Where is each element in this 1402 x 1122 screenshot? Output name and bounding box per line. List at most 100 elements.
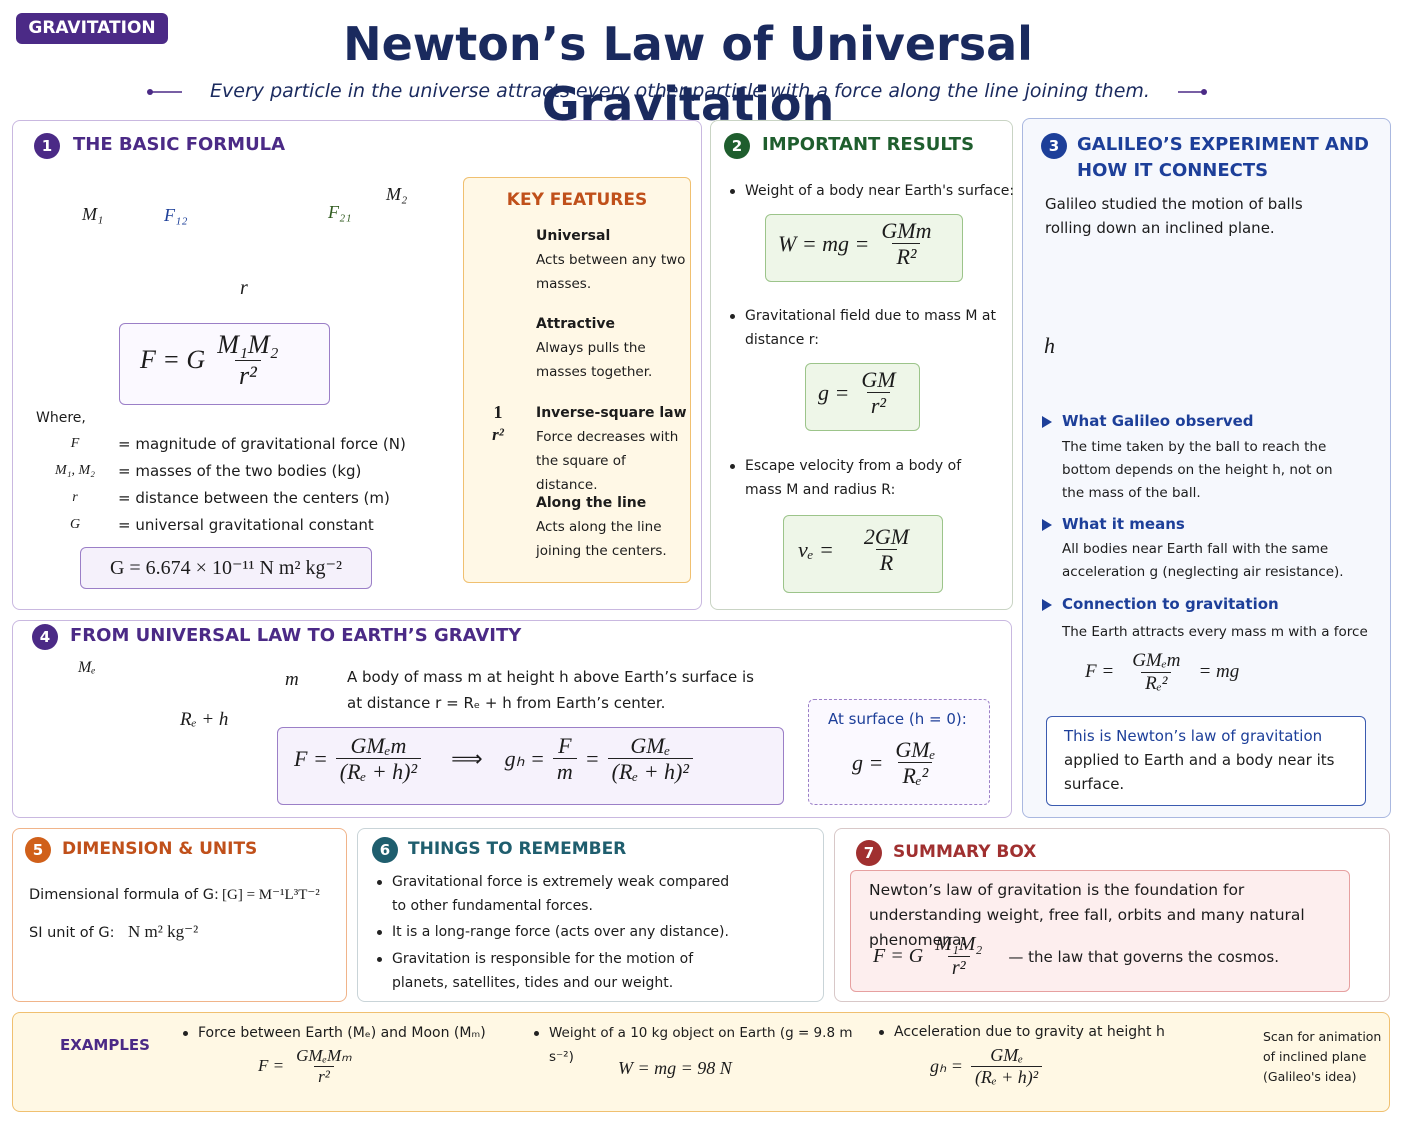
def-text: = magnitude of gravitational force (N)	[118, 435, 406, 453]
key-features-title: KEY FEATURES	[506, 190, 648, 210]
section-number: 4	[32, 624, 58, 650]
def-text: = masses of the two bodies (kg)	[118, 462, 362, 480]
section-number: 6	[372, 837, 398, 863]
units-label: Dimensional formula of G:	[29, 887, 219, 903]
feature-text: Acts along the line joining the centers.	[536, 519, 667, 559]
note: applied to Earth and a body near its sur…	[1064, 751, 1335, 793]
section-title: DIMENSION & UNITS	[62, 839, 258, 859]
where: Where,	[36, 410, 86, 426]
lhs2: gₕ =	[504, 745, 545, 771]
result-formula: vₑ = 2GM R	[798, 524, 921, 576]
label-r: r	[240, 277, 248, 299]
result-formula: g = GM r²	[818, 367, 908, 419]
remember-item: Gravitational force is extremely weak co…	[374, 870, 732, 918]
def-text: = universal gravitational constant	[118, 516, 374, 534]
note-box	[1046, 716, 1366, 806]
tag-badge	[16, 13, 168, 44]
section-number: 2	[724, 133, 750, 159]
section-title: THINGS TO REMEMBER	[408, 839, 627, 859]
section-title: GALILEO’S EXPERIMENT AND HOW IT CONNECTS	[1077, 134, 1369, 181]
feature-title: Along the line	[536, 495, 647, 511]
label-me-center: Mₑ	[78, 711, 96, 728]
den: r²	[866, 392, 891, 418]
galileo-formula: F = GMₑm Rₑ² = mg	[1085, 650, 1239, 695]
def-symbol: M₁, M₂	[54, 463, 96, 478]
section-title: IMPORTANT RESULTS	[762, 134, 975, 155]
feature-title: Attractive	[536, 316, 615, 332]
den3: (Rₑ + h)²	[607, 758, 693, 784]
result-text: Gravitational field due to mass M at dis…	[727, 304, 1015, 352]
title: Newton’s Law of Universal Gravitation	[343, 17, 1033, 131]
element	[147, 89, 153, 95]
lhs: g =	[818, 379, 850, 405]
surface-box	[808, 699, 990, 805]
rhs: = mg	[1198, 661, 1240, 683]
formula: F = G M₁M₂ r²	[140, 330, 291, 391]
example-formula: gₕ = GMₑ (Rₑ + h)²	[930, 1045, 1050, 1087]
section-title: THE BASIC FORMULA	[73, 134, 286, 155]
example-formula: W = mg = 98 N	[618, 1058, 732, 1078]
summary-text: Newton’s law of gravitation is the found…	[869, 881, 1305, 949]
summary-formula: F = G M₁M₂ r² — the law that governs the co…	[873, 933, 1279, 980]
section-number: 7	[856, 840, 882, 866]
den2: m	[552, 758, 577, 784]
formula-num: M₁M₂	[217, 330, 279, 359]
example-text: Weight of a 10 kg object on Earth (g = 9…	[531, 1021, 879, 1069]
point-text: All bodies near Earth fall with the same…	[1062, 541, 1344, 580]
element: 2GM R	[860, 524, 913, 576]
rhs: — the law that governs the cosmos.	[1008, 947, 1279, 966]
section-number: 5	[25, 837, 51, 863]
point-text: The Earth attracts every mass m with a f…	[1062, 624, 1368, 640]
den: r²	[947, 956, 970, 980]
feature-title: Universal	[536, 228, 611, 244]
element: GMₑm (Rₑ + h)²	[335, 733, 422, 785]
den: (Rₑ + h)²	[970, 1065, 1043, 1088]
def-symbol: F	[70, 436, 80, 451]
panel-examples	[12, 1012, 1390, 1112]
equals: =	[584, 745, 600, 771]
num: GMₑm	[350, 733, 407, 758]
element: GMₑ (Rₑ + h)²	[970, 1045, 1043, 1088]
panel-remember	[357, 828, 824, 1002]
element: GMₑm Rₑ²	[1128, 650, 1184, 695]
panel-units	[12, 828, 347, 1002]
surface-formula: g = GMₑ Rₑ²	[852, 737, 947, 789]
subtitle: Every particle in the universe attracts …	[210, 80, 1150, 102]
num: 2GM	[863, 524, 910, 549]
den: R	[875, 549, 898, 575]
examples-title: EXAMPLES	[60, 1036, 150, 1054]
result-text: Weight of a body near Earth's surface:	[727, 179, 1025, 203]
element	[1201, 89, 1207, 95]
feature-text: Force decreases with the square of dista…	[536, 429, 679, 493]
qr-text: Scan for animation of inclined plane (Ga…	[1263, 1029, 1382, 1084]
galileo-intro: Galileo studied the motion of balls roll…	[1045, 195, 1303, 237]
result-box	[805, 363, 920, 431]
feature-text: Acts between any two masses.	[536, 252, 686, 292]
note-title: This is Newton’s law of gravitation	[1064, 727, 1323, 745]
formula-box	[277, 727, 784, 805]
label-m1: M₁	[82, 204, 104, 224]
example-text: Acceleration due to gravity at height h	[876, 1020, 1174, 1044]
surface-title: At surface (h = 0):	[828, 710, 967, 728]
point-text: The time taken by the ball to reach the …	[1062, 439, 1333, 501]
point-title: Connection to gravitation	[1040, 595, 1279, 613]
lhs: F =	[258, 1056, 285, 1076]
formula-box	[119, 323, 330, 405]
tag: GRAVITATION	[28, 18, 156, 38]
summary-box	[850, 870, 1350, 992]
element: GM r²	[857, 367, 899, 419]
result-box	[765, 214, 963, 282]
lhs: g =	[852, 749, 884, 775]
implies: ⟹	[451, 745, 483, 771]
num: GM	[861, 367, 896, 392]
units-value: N m² kg⁻²	[128, 922, 199, 941]
den: r²	[314, 1065, 334, 1087]
element: GMm R²	[877, 218, 935, 270]
earth-text: A body of mass m at height h above Earth…	[347, 668, 754, 712]
units-label: SI unit of G:	[29, 925, 115, 941]
element: GMₑMₘ r²	[292, 1046, 356, 1086]
element: GMₑ Rₑ²	[891, 737, 939, 789]
